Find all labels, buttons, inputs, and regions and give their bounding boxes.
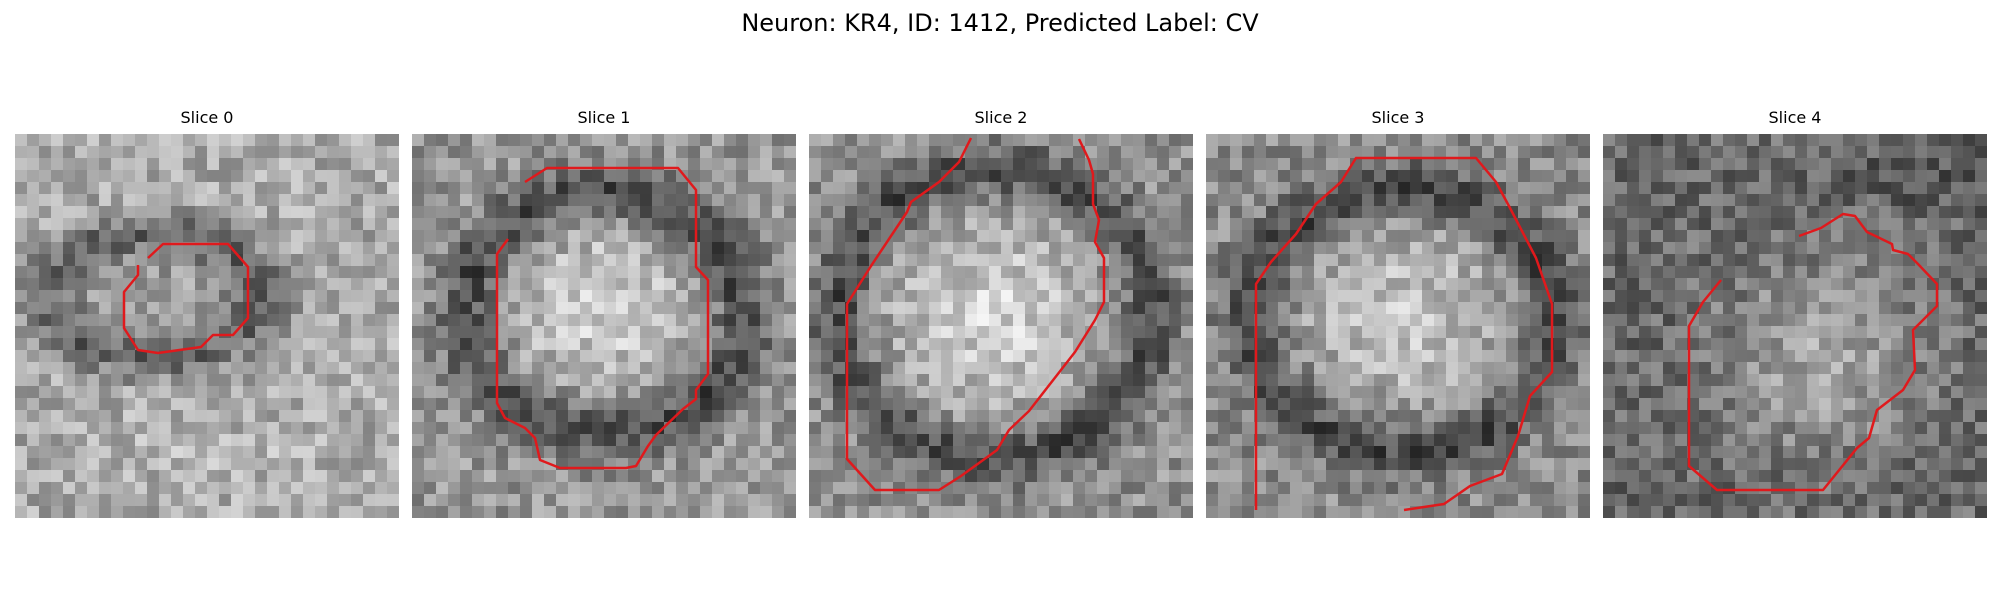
slice-image-3 — [1206, 134, 1590, 518]
slice-title-4: Slice 4 — [1768, 108, 1822, 127]
slice-pixels-4 — [1603, 134, 1987, 518]
slice-overlay-2 — [845, 137, 1106, 492]
slice-pixels-1 — [412, 134, 796, 518]
slice-overlay-4 — [1687, 212, 1939, 492]
figure-title: Neuron: KR4, ID: 1412, Predicted Label: … — [741, 9, 1259, 37]
slice-pixels-3 — [1206, 134, 1590, 518]
contour-line-0 — [122, 242, 250, 355]
slice-title-2: Slice 2 — [974, 108, 1028, 127]
slice-pixels-0 — [15, 134, 399, 518]
contour-line-2 — [845, 137, 1106, 492]
contour-line-1 — [495, 166, 710, 470]
slice-image-0 — [15, 134, 399, 518]
slice-image-2 — [809, 134, 1193, 518]
slice-overlay-1 — [495, 166, 710, 470]
contour-line-4 — [1687, 212, 1939, 492]
slice-title-0: Slice 0 — [180, 108, 234, 127]
slice-title-3: Slice 3 — [1371, 108, 1425, 127]
slice-overlay-0 — [122, 242, 250, 355]
slice-title-1: Slice 1 — [577, 108, 631, 127]
slice-overlay-3 — [1254, 156, 1554, 512]
slice-pixels-2 — [809, 134, 1193, 518]
slice-image-4 — [1603, 134, 1987, 518]
slice-image-1 — [412, 134, 796, 518]
contour-line-3 — [1254, 156, 1554, 512]
